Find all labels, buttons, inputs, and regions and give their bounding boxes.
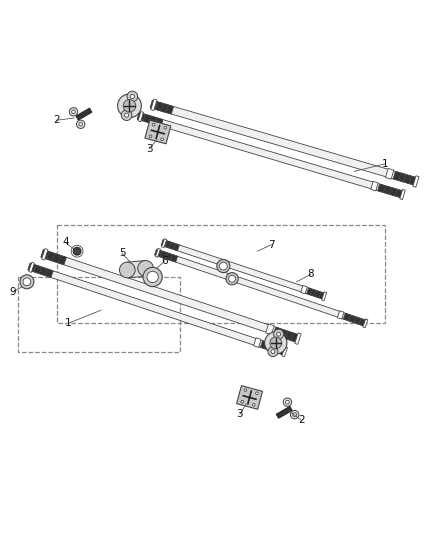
Polygon shape (300, 285, 307, 294)
Polygon shape (137, 112, 403, 198)
Polygon shape (42, 248, 48, 260)
Polygon shape (162, 239, 167, 248)
Text: 1: 1 (381, 159, 388, 169)
Text: 2: 2 (298, 415, 304, 425)
Polygon shape (261, 341, 286, 355)
Circle shape (252, 403, 255, 406)
Text: 3: 3 (237, 409, 243, 419)
Polygon shape (150, 100, 417, 185)
Circle shape (293, 413, 297, 416)
Polygon shape (127, 261, 146, 278)
Circle shape (244, 389, 247, 391)
Polygon shape (237, 386, 262, 409)
Circle shape (72, 110, 75, 114)
Polygon shape (413, 176, 419, 187)
Circle shape (229, 275, 236, 282)
Polygon shape (371, 181, 378, 191)
Polygon shape (161, 240, 179, 251)
Circle shape (130, 94, 134, 99)
Circle shape (286, 400, 289, 404)
Circle shape (143, 268, 162, 287)
Polygon shape (393, 172, 417, 185)
Circle shape (138, 261, 153, 276)
Circle shape (164, 126, 166, 129)
Polygon shape (321, 292, 327, 301)
Polygon shape (76, 108, 92, 120)
Circle shape (217, 260, 230, 272)
Text: 8: 8 (307, 269, 314, 279)
Circle shape (79, 123, 82, 126)
Circle shape (283, 398, 292, 406)
Text: 5: 5 (119, 248, 125, 259)
Polygon shape (266, 324, 274, 335)
Polygon shape (273, 327, 299, 342)
Circle shape (265, 332, 287, 354)
Circle shape (268, 346, 278, 357)
Polygon shape (155, 249, 178, 262)
Text: 7: 7 (268, 240, 275, 249)
Circle shape (120, 262, 135, 278)
Circle shape (161, 138, 163, 141)
Polygon shape (138, 111, 144, 122)
Polygon shape (385, 168, 394, 179)
Polygon shape (151, 99, 157, 110)
Circle shape (219, 262, 227, 270)
Circle shape (152, 123, 155, 126)
Circle shape (226, 272, 238, 285)
Circle shape (127, 91, 138, 102)
Circle shape (274, 329, 283, 339)
Text: 3: 3 (146, 143, 152, 154)
Text: 2: 2 (53, 115, 60, 125)
Polygon shape (41, 249, 299, 342)
Circle shape (270, 337, 282, 349)
Circle shape (69, 108, 78, 116)
Polygon shape (155, 249, 366, 326)
Circle shape (271, 350, 275, 353)
Circle shape (123, 100, 136, 112)
Circle shape (118, 94, 141, 118)
Polygon shape (276, 406, 292, 418)
Circle shape (20, 275, 34, 289)
Polygon shape (282, 346, 287, 357)
Polygon shape (150, 100, 173, 114)
Circle shape (73, 247, 81, 255)
Circle shape (290, 410, 299, 419)
Polygon shape (155, 248, 160, 257)
Polygon shape (378, 184, 403, 198)
Text: 1: 1 (65, 318, 72, 328)
Polygon shape (28, 262, 35, 272)
Circle shape (23, 278, 31, 286)
Polygon shape (400, 189, 405, 199)
Polygon shape (343, 313, 366, 326)
Circle shape (241, 400, 244, 403)
Polygon shape (307, 288, 325, 299)
Polygon shape (295, 333, 301, 344)
Polygon shape (254, 338, 261, 348)
Polygon shape (145, 120, 171, 144)
Polygon shape (28, 263, 53, 278)
Circle shape (124, 113, 129, 117)
Text: 9: 9 (10, 287, 16, 297)
Circle shape (147, 271, 158, 282)
Polygon shape (28, 263, 286, 355)
Text: 6: 6 (161, 256, 168, 266)
Circle shape (256, 392, 258, 394)
Circle shape (277, 332, 281, 336)
Polygon shape (363, 319, 368, 328)
Text: 4: 4 (62, 238, 69, 247)
Circle shape (149, 135, 152, 138)
Polygon shape (137, 112, 163, 126)
Polygon shape (41, 249, 67, 265)
Circle shape (121, 110, 132, 120)
Circle shape (77, 120, 85, 128)
Polygon shape (337, 311, 344, 319)
Polygon shape (161, 240, 325, 299)
